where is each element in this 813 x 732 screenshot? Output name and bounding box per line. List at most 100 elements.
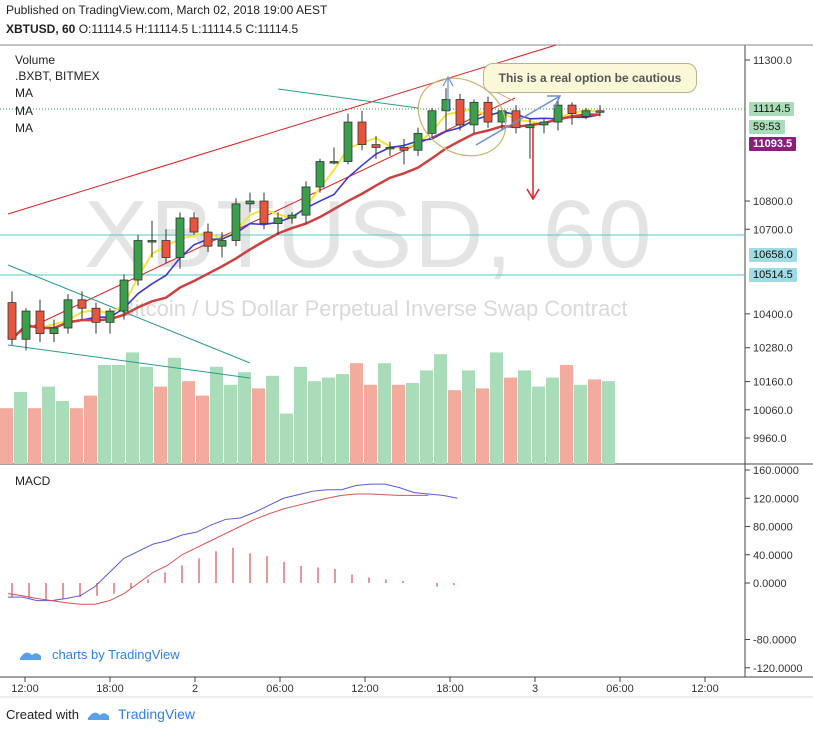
created-brand-link[interactable]: TradingView	[118, 706, 196, 722]
time-tick-label: 12:00	[351, 683, 379, 695]
volume-bar	[252, 388, 265, 464]
volume-bar	[84, 395, 97, 464]
legend-macd: MACD	[15, 474, 51, 488]
volume-bar	[112, 365, 125, 464]
time-tick-label: 18:00	[436, 683, 464, 695]
candle-body	[245, 200, 255, 205]
ma-value-tag: 11093.5	[749, 137, 797, 151]
candle-body	[259, 200, 269, 225]
time-tick-label: 18:00	[96, 683, 124, 695]
ma-line	[11, 110, 601, 340]
time-tick-label: 3	[532, 683, 538, 695]
volume-bar	[280, 413, 293, 464]
volume-bar	[560, 365, 573, 464]
candle-body	[273, 217, 283, 225]
candle-body	[413, 132, 423, 151]
candle-body	[21, 310, 31, 340]
candle-body	[581, 110, 591, 117]
price-tick-label: 10060.0	[753, 405, 793, 417]
small-blue-arrow-head	[442, 75, 454, 87]
candle-body	[119, 279, 129, 312]
macd-tick-label: 0.0000	[753, 578, 787, 590]
blue-arrow-head	[547, 95, 562, 109]
candle-body	[231, 203, 241, 241]
time-tick-label: 2	[192, 683, 198, 695]
ma-line	[11, 113, 601, 341]
tradingview-logo-icon	[20, 652, 41, 660]
red-arrow-head	[526, 188, 540, 201]
volume-bar	[266, 375, 279, 464]
candle-body	[343, 121, 353, 162]
last-price-tag: 11114.5	[749, 102, 795, 116]
drawings	[417, 75, 562, 201]
candle-body	[525, 124, 535, 129]
candle-body	[91, 307, 101, 323]
volume-bar	[154, 386, 167, 464]
level-tag-1: 10658.0	[749, 248, 797, 262]
candle-body	[133, 240, 143, 281]
candle-body	[483, 101, 493, 123]
axes-labels: 11300.0 10800.0 10700.0 10400.0 10280.0 10160…	[11, 55, 802, 695]
annotation-note: This is a real option be cautious	[483, 63, 697, 93]
volume-bar	[98, 365, 111, 464]
time-tick-label: 06:00	[606, 683, 634, 695]
highlight-ellipse	[417, 77, 507, 157]
created-with-label: Created with	[6, 707, 79, 722]
candle-body	[63, 299, 73, 329]
volume-bar	[14, 392, 27, 464]
volume-bar	[336, 374, 349, 464]
volume-bar	[322, 377, 335, 464]
teal-line-1	[7, 264, 251, 364]
volume-bar	[448, 390, 461, 464]
volume-bar	[602, 381, 615, 464]
volume-bar	[420, 370, 433, 464]
countdown-tag: 59:53	[749, 120, 785, 134]
watermark-description: Bitcoin / US Dollar Perpetual Inverse Sw…	[120, 296, 628, 321]
candle-body	[399, 147, 409, 151]
candle-body	[385, 147, 395, 150]
created-logo-icon	[88, 712, 109, 720]
macd-pane	[7, 483, 458, 605]
volume-bar	[574, 384, 587, 464]
candle-body	[147, 240, 157, 243]
price-tick-label: 11300.0	[753, 55, 792, 67]
charts-by-label: charts by TradingView	[52, 647, 180, 662]
volume-bar	[56, 401, 69, 464]
volume-bar	[140, 366, 153, 464]
volume-bar	[0, 408, 13, 464]
ohlc-values: O:11114.5 H:11114.5 L:11114.5 C:11114.5	[78, 22, 299, 36]
macd-tick-label: 40.0000	[753, 550, 793, 562]
volume-bar	[238, 372, 251, 464]
candle-body	[455, 99, 465, 126]
candle-body	[315, 161, 325, 188]
volume-bar	[392, 384, 405, 464]
volume-bar	[476, 388, 489, 464]
volume-bar	[434, 354, 447, 464]
candle-body	[441, 99, 451, 112]
volume-bar	[364, 384, 377, 464]
volume-bar	[462, 370, 475, 464]
candle-body	[553, 104, 563, 123]
upper-trendline	[7, 44, 557, 215]
candle-body	[357, 121, 367, 146]
price-tick-label: 10700.0	[753, 224, 793, 236]
volume-bar	[126, 352, 139, 464]
volume-bar	[378, 363, 391, 464]
volume-bar	[294, 366, 307, 464]
volume-bar	[224, 384, 237, 464]
macd-tick-label: -120.0000	[753, 663, 803, 675]
macd-tick-label: -80.0000	[753, 635, 796, 647]
candle-body	[567, 104, 577, 114]
volume-bar	[308, 381, 321, 464]
legend-ma-3: MA	[15, 121, 33, 135]
volume-bar	[28, 408, 41, 464]
macd-tick-label: 120.0000	[753, 493, 799, 505]
candle-body	[175, 217, 185, 258]
volume-bar	[532, 386, 545, 464]
macd-line	[7, 493, 429, 605]
volume-bar	[588, 379, 601, 464]
blue-arrow-up	[475, 95, 561, 146]
macd-tick-label: 160.0000	[753, 465, 799, 477]
price-tick-label: 10800.0	[753, 196, 793, 208]
